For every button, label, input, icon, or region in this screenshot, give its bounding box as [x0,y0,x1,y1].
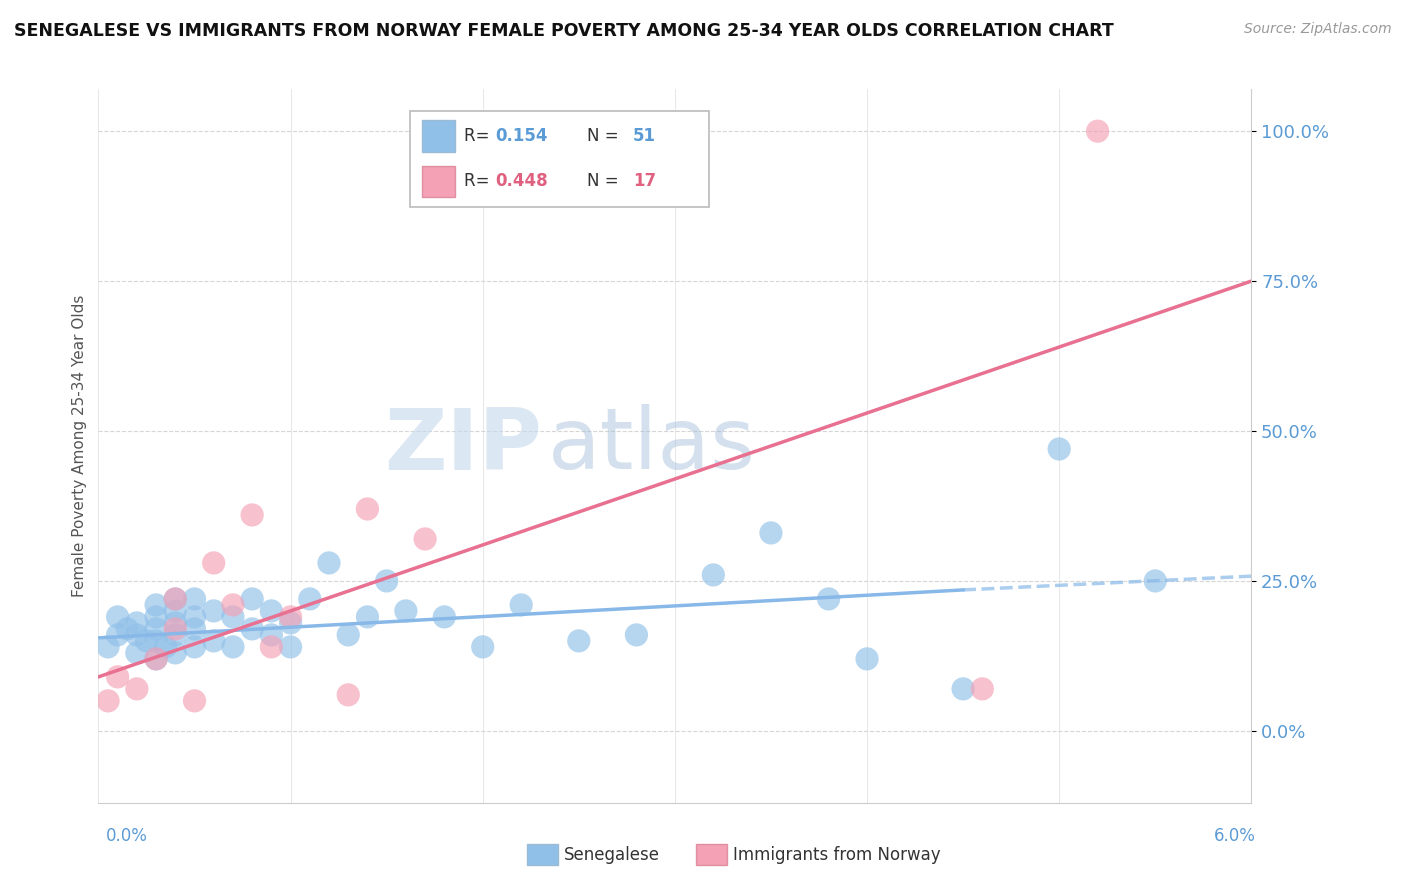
Text: Immigrants from Norway: Immigrants from Norway [733,846,941,863]
Point [568,633,591,648]
Point [471,640,494,654]
Text: 6.0%: 6.0% [1213,827,1256,845]
Point [155,640,177,654]
Point [165,615,187,630]
Point [375,574,398,588]
Point [165,622,187,636]
Point [240,508,263,522]
Point [1087,124,1109,138]
Point [222,598,245,612]
Point [222,640,245,654]
Point [280,615,302,630]
Point [260,628,283,642]
Point [260,640,283,654]
Point [145,598,167,612]
Point [240,591,263,606]
Point [183,610,205,624]
Point [183,591,205,606]
Y-axis label: Female Poverty Among 25-34 Year Olds: Female Poverty Among 25-34 Year Olds [72,295,87,597]
Point [817,591,839,606]
Point [183,694,205,708]
Point [125,646,148,660]
Point [145,610,167,624]
Point [395,604,418,618]
Point [856,652,879,666]
Point [433,610,456,624]
Point [1047,442,1070,456]
Point [97,640,120,654]
Point [145,652,167,666]
Point [125,681,148,696]
Point [280,640,302,654]
Point [1144,574,1167,588]
Point [280,610,302,624]
Point [337,688,360,702]
Text: atlas: atlas [548,404,756,488]
Point [107,628,129,642]
Point [952,681,974,696]
Point [107,610,129,624]
Point [165,646,187,660]
Point [318,556,340,570]
Point [97,694,120,708]
Point [183,640,205,654]
Point [107,670,129,684]
Point [337,628,360,642]
Text: Source: ZipAtlas.com: Source: ZipAtlas.com [1244,22,1392,37]
Point [222,610,245,624]
Point [145,622,167,636]
Point [260,604,283,618]
Text: ZIP: ZIP [385,404,543,488]
Point [356,502,378,516]
Point [972,681,994,696]
Point [165,591,187,606]
Point [298,591,321,606]
Point [183,622,205,636]
Text: 0.0%: 0.0% [105,827,148,845]
Point [165,591,187,606]
Text: SENEGALESE VS IMMIGRANTS FROM NORWAY FEMALE POVERTY AMONG 25-34 YEAR OLDS CORREL: SENEGALESE VS IMMIGRANTS FROM NORWAY FEM… [14,22,1114,40]
Point [125,615,148,630]
Point [202,604,225,618]
Point [165,604,187,618]
Point [413,532,436,546]
Point [135,633,157,648]
Point [202,556,225,570]
Point [145,652,167,666]
Point [626,628,648,642]
Point [202,633,225,648]
Point [510,598,533,612]
Point [165,628,187,642]
Point [759,525,782,540]
Point [125,628,148,642]
Point [702,568,724,582]
Point [356,610,378,624]
Point [145,633,167,648]
Point [117,622,139,636]
Text: Senegalese: Senegalese [564,846,659,863]
Point [240,622,263,636]
